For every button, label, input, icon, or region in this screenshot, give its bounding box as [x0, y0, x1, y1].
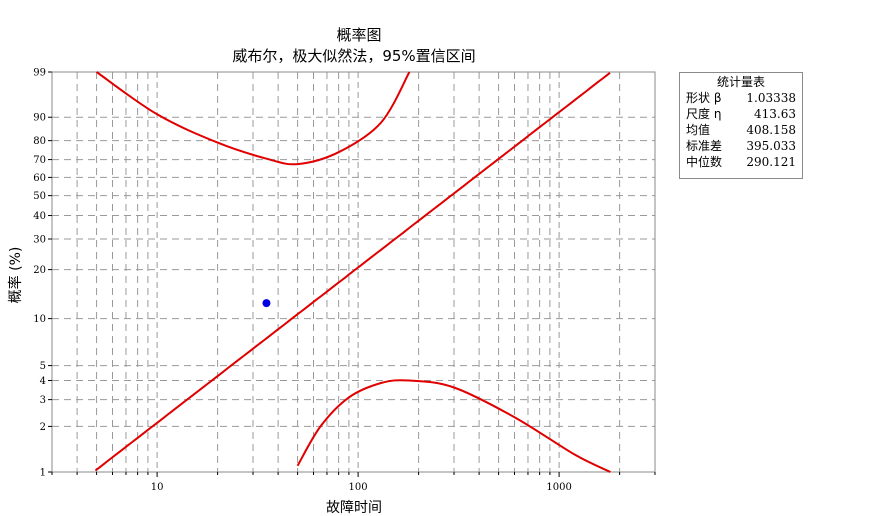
stats-table: 统计量表 形状 β 1.03338 尺度 η 413.63 均值 408.158 标准差 39… — [679, 72, 803, 179]
stats-label: 均值 — [686, 123, 711, 137]
y-tick-label: 40 — [33, 211, 46, 222]
ci-lower-curve — [296, 379, 611, 473]
stats-value: 408.158 — [746, 123, 796, 137]
y-tick-label: 50 — [33, 191, 46, 202]
x-tick-label: 1000 — [546, 482, 571, 493]
y-tick-label: 4 — [40, 376, 46, 387]
stats-row: 均值 408.158 — [680, 122, 802, 138]
plot-frame — [51, 71, 656, 473]
stats-row: 形状 β 1.03338 — [680, 90, 802, 106]
stats-row: 标准差 395.033 — [680, 138, 802, 154]
curves — [94, 71, 611, 473]
y-tick-label: 99 — [33, 68, 46, 79]
chart-title: 概率图 — [336, 26, 381, 44]
stats-label: 尺度 η — [686, 107, 722, 121]
y-tick-label: 20 — [33, 265, 46, 276]
y-tick-label: 2 — [40, 422, 46, 433]
y-tick-label: 60 — [33, 173, 46, 184]
x-tick-label: 100 — [349, 482, 368, 493]
data-point — [262, 299, 271, 308]
stats-label: 中位数 — [686, 155, 723, 169]
axis-ticks: 1 2 3 4 5 10 20 30 40 50 60 70 80 90 99 10 100 1000 — [33, 68, 656, 493]
y-tick-label: 5 — [40, 361, 46, 372]
y-tick-label: 1 — [40, 468, 46, 479]
y-tick-label: 70 — [33, 155, 46, 166]
chart-subtitle: 威布尔，极大似然法，95%置信区间 — [232, 47, 475, 65]
stats-label: 形状 β — [686, 91, 722, 105]
stats-value: 395.033 — [746, 139, 796, 153]
y-tick-label: 80 — [33, 136, 46, 147]
stats-value: 413.63 — [754, 107, 796, 121]
data-points — [262, 299, 271, 308]
fit-line — [94, 72, 611, 472]
stats-row: 中位数 290.121 — [680, 154, 802, 170]
stats-rows: 形状 β 1.03338 尺度 η 413.63 均值 408.158 标准差 395.033… — [680, 90, 802, 170]
y-tick-label: 10 — [33, 314, 46, 325]
stats-label: 标准差 — [686, 139, 723, 153]
stats-row: 尺度 η 413.63 — [680, 106, 802, 122]
x-tick-label: 10 — [151, 482, 164, 493]
y-tick-label: 3 — [40, 395, 46, 406]
y-tick-label: 30 — [33, 234, 46, 245]
stats-value: 290.121 — [746, 155, 796, 169]
stats-value: 1.03338 — [746, 91, 796, 105]
ci-upper-curve — [96, 71, 411, 166]
y-tick-label: 90 — [33, 113, 46, 124]
stats-title: 统计量表 — [716, 75, 765, 89]
x-axis-label: 故障时间 — [326, 500, 382, 516]
y-axis-label: 概率 (%) — [7, 247, 24, 304]
